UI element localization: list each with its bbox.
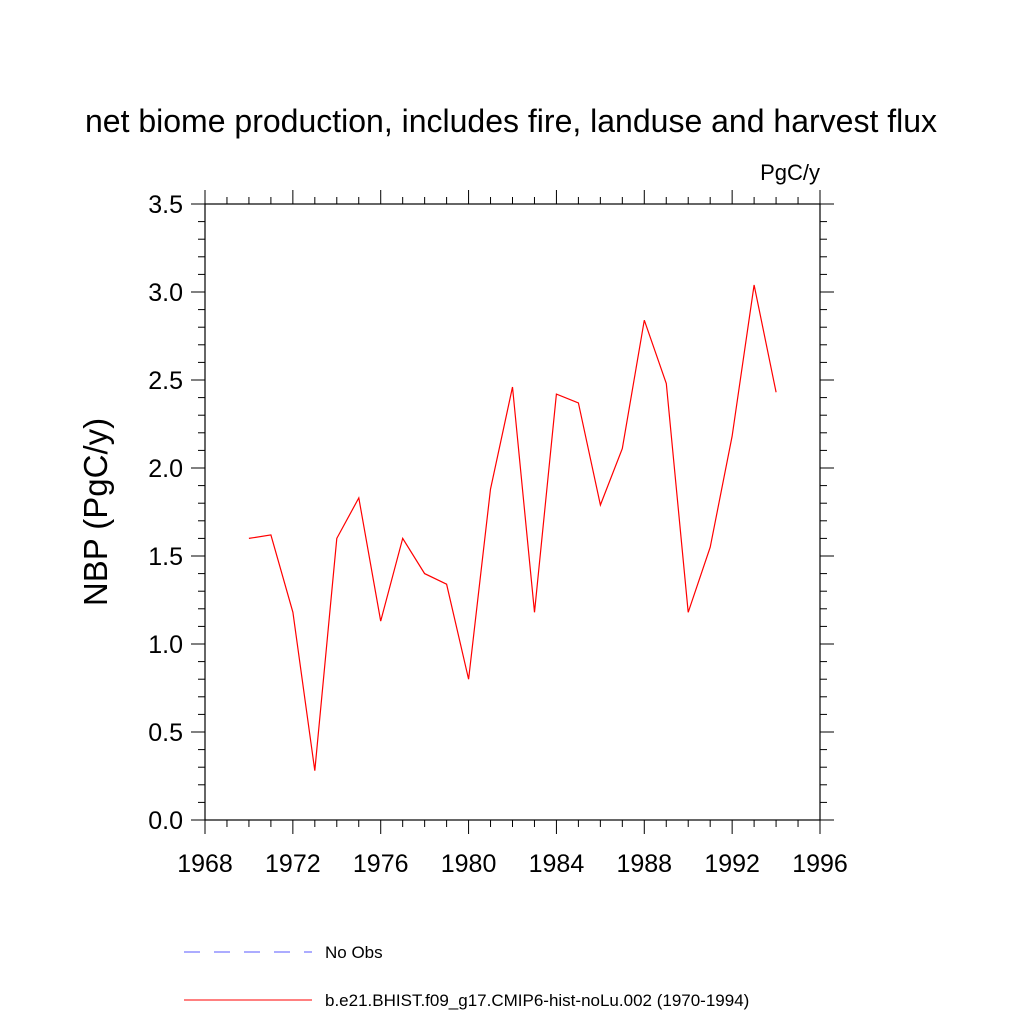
y-tick-label: 0.0 [148, 807, 183, 835]
y-tick-label: 2.0 [148, 455, 183, 483]
y-axis-label: NBP (PgC/y) [77, 418, 114, 606]
x-tick-label: 1988 [616, 850, 672, 878]
legend-label: No Obs [325, 943, 383, 962]
plot-frame [204, 203, 821, 821]
y-tick-label: 0.5 [148, 719, 183, 747]
x-tick-label: 1980 [441, 850, 497, 878]
x-tick-label: 1996 [792, 850, 848, 878]
legend: No Obs b.e21.BHIST.f09_g17.CMIP6-hist-noL… [184, 943, 749, 1010]
x-tick-label: 1968 [177, 850, 233, 878]
series-group [248, 284, 777, 771]
x-tick-label: 1972 [265, 850, 321, 878]
x-tick-label: 1984 [529, 850, 585, 878]
series-line [248, 284, 777, 771]
axis-ticks [191, 190, 834, 834]
units-label: PgC/y [760, 160, 820, 185]
y-tick-label: 1.0 [148, 631, 183, 659]
x-tick-label: 1976 [353, 850, 409, 878]
x-tick-label: 1992 [704, 850, 760, 878]
legend-label: b.e21.BHIST.f09_g17.CMIP6-hist-noLu.002 … [325, 991, 749, 1010]
y-tick-label: 3.5 [148, 191, 183, 219]
y-tick-label: 2.5 [148, 367, 183, 395]
axis-tick-labels: 1968 1972 1976 1980 1984 1988 1992 1996 0.0 0.5 1.… [148, 191, 848, 878]
chart-title: net biome production, includes fire, lan… [85, 103, 937, 139]
y-tick-label: 1.5 [148, 543, 183, 571]
y-tick-label: 3.0 [148, 279, 183, 307]
